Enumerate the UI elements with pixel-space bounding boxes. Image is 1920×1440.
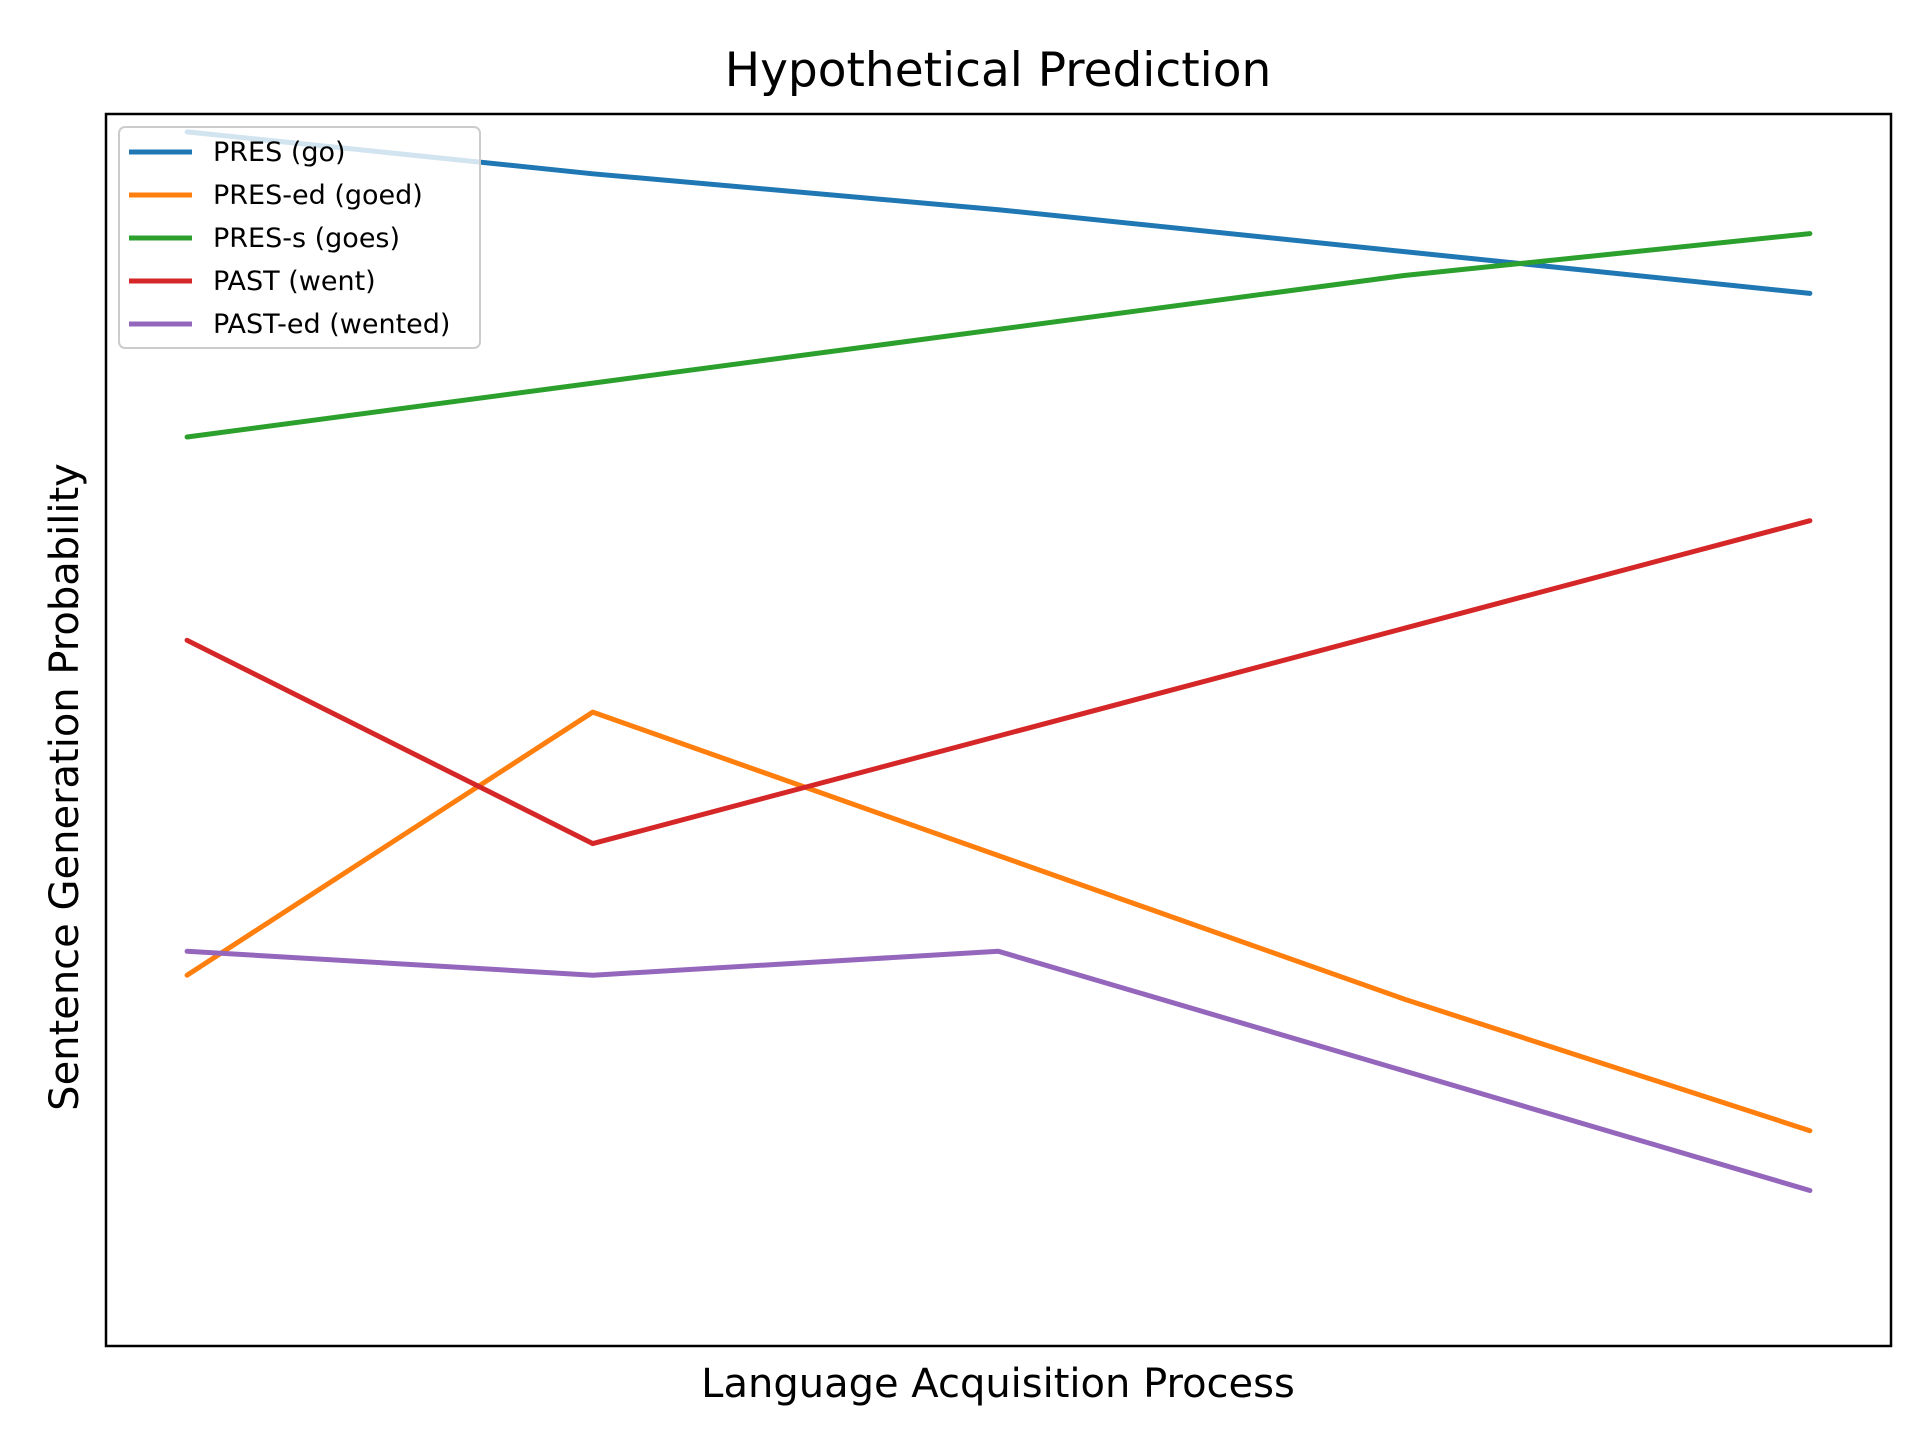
x-axis-label: Language Acquisition Process bbox=[701, 1361, 1295, 1407]
legend-label-past-went: PAST (went) bbox=[213, 266, 376, 297]
y-axis-label: Sentence Generation Probability bbox=[42, 463, 88, 1111]
series-layer bbox=[184, 129, 1813, 1193]
legend-box bbox=[118, 126, 481, 349]
series-line-pres-ed-goed bbox=[184, 709, 1813, 1134]
legend[interactable]: PRES (go) PRES-ed (goed) PRES-s (goes) PAST… bbox=[118, 126, 481, 349]
legend-label-pres-ed-goed: PRES-ed (goed) bbox=[213, 180, 423, 211]
series-line-past-ed-wented bbox=[184, 948, 1813, 1193]
legend-label-past-ed-wented: PAST-ed (wented) bbox=[213, 309, 450, 340]
legend-label-pres-go: PRES (go) bbox=[213, 137, 346, 168]
legend-items: PRES (go) PRES-ed (goed) PRES-s (goes) PAST… bbox=[129, 137, 450, 340]
series-line-pres-s-goes bbox=[184, 231, 1813, 440]
chart-title: Hypothetical Prediction bbox=[725, 43, 1272, 98]
series-line-past-went bbox=[184, 518, 1813, 847]
legend-label-pres-s-goes: PRES-s (goes) bbox=[213, 223, 400, 254]
